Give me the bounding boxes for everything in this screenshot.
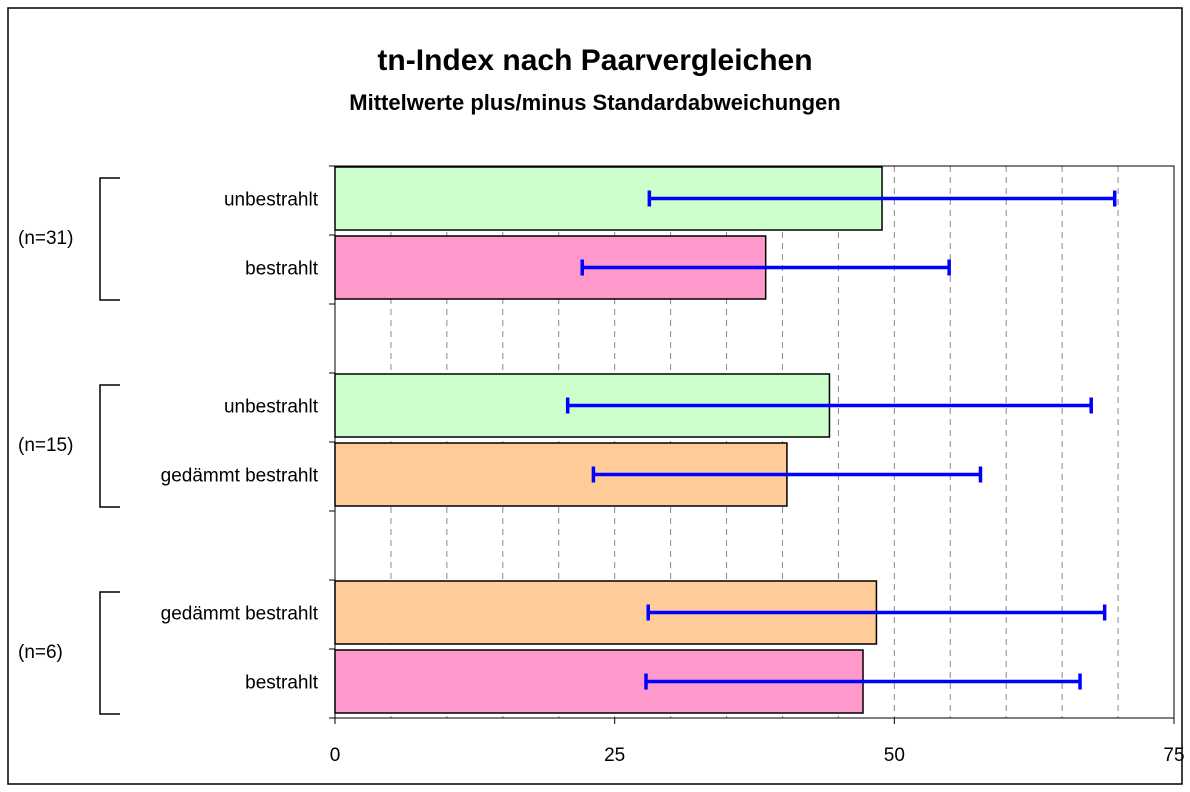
y-tick-label: bestrahlt — [245, 259, 319, 280]
y-tick-label: bestrahlt — [245, 673, 319, 694]
error-bar — [580, 259, 951, 276]
y-tick-label: unbestrahlt — [224, 397, 319, 418]
x-tick-label: 0 — [330, 745, 341, 766]
error-bar — [644, 673, 1082, 690]
group-bracket — [99, 177, 120, 301]
group-label: (n=31) — [18, 228, 73, 249]
x-tick-label: 25 — [604, 745, 625, 766]
plot-border — [334, 165, 1175, 719]
group-bracket — [99, 591, 120, 715]
error-bar — [591, 466, 983, 483]
error-bar — [646, 604, 1107, 621]
error-bar — [647, 190, 1117, 207]
chart-subtitle: Mittelwerte plus/minus Standardabweichun… — [349, 90, 840, 115]
y-tick-label: unbestrahlt — [224, 190, 319, 211]
x-tick-label: 75 — [1163, 745, 1184, 766]
y-tick-label: gedämmt bestrahlt — [161, 604, 319, 625]
x-tick-label: 50 — [884, 745, 905, 766]
group-label: (n=6) — [18, 642, 63, 663]
group-label: (n=15) — [18, 435, 73, 456]
error-bar — [565, 397, 1093, 414]
chart-title: tn-Index nach Paarvergleichen — [377, 44, 812, 77]
y-tick-label: gedämmt bestrahlt — [161, 466, 319, 487]
group-bracket — [99, 384, 120, 508]
